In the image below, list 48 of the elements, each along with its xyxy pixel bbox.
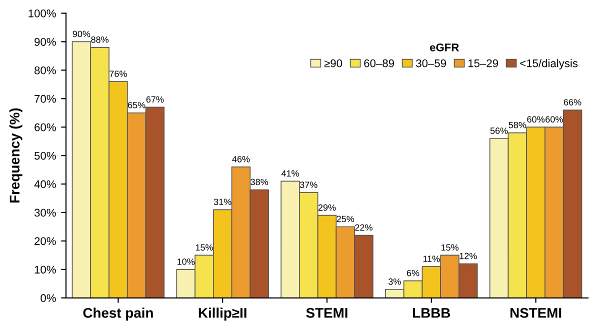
y-tick-label: 50%	[34, 152, 56, 160]
x-tick-label: LBBB	[413, 308, 450, 318]
data-label: 38%	[250, 178, 268, 186]
y-tick-label: 40%	[34, 180, 56, 188]
legend-label: 60–89	[364, 59, 394, 68]
data-label: 60%	[527, 116, 545, 123]
data-label: 58%	[508, 122, 526, 128]
data-label: 65%	[128, 102, 146, 108]
data-label: 66%	[564, 99, 582, 106]
data-label: 88%	[91, 36, 109, 43]
y-tick-label: 0%	[40, 294, 56, 302]
legend-label: 30–59	[416, 59, 446, 68]
x-tick-label: STEMI	[306, 308, 348, 318]
data-label: 12%	[460, 252, 477, 260]
legend-label: 15–29	[468, 59, 498, 68]
y-tick-label: 70%	[34, 94, 56, 103]
data-label: 67%	[146, 96, 164, 103]
y-axis-title: Frequency (%)	[9, 108, 22, 202]
y-tick-label: 90%	[34, 38, 56, 46]
x-tick-label: NSTEMI	[510, 308, 562, 318]
legend-label: ≥90	[324, 59, 342, 68]
data-label: 15%	[441, 244, 458, 251]
data-label: 76%	[110, 70, 127, 77]
data-label: 31%	[214, 198, 232, 206]
legend-title: eGFR	[430, 43, 459, 52]
x-tick-label: Killip≥II	[198, 308, 246, 321]
data-label: 37%	[300, 182, 318, 188]
data-label: 10%	[178, 258, 195, 265]
data-label: 25%	[336, 216, 354, 222]
y-tick-label: 20%	[34, 237, 56, 246]
data-label: 29%	[318, 204, 336, 211]
data-label: 90%	[72, 30, 90, 38]
data-label: 11%	[423, 256, 440, 262]
legend-label: <15/dialysis	[520, 59, 578, 70]
data-label: 3%	[388, 278, 401, 285]
y-tick-label: 100%	[28, 10, 56, 18]
data-label: 60%	[546, 116, 563, 123]
x-tick-label: Chest pain	[83, 308, 153, 321]
data-label: 56%	[490, 128, 508, 134]
data-label: 15%	[196, 244, 213, 251]
data-label: 41%	[281, 170, 299, 177]
data-label: 6%	[406, 270, 420, 276]
y-tick-label: 80%	[34, 66, 56, 74]
y-tick-label: 30%	[34, 208, 56, 217]
y-tick-label: 10%	[34, 266, 56, 274]
data-label: 22%	[355, 224, 372, 231]
y-tick-label: 60%	[34, 123, 56, 132]
data-label: 46%	[232, 156, 250, 162]
